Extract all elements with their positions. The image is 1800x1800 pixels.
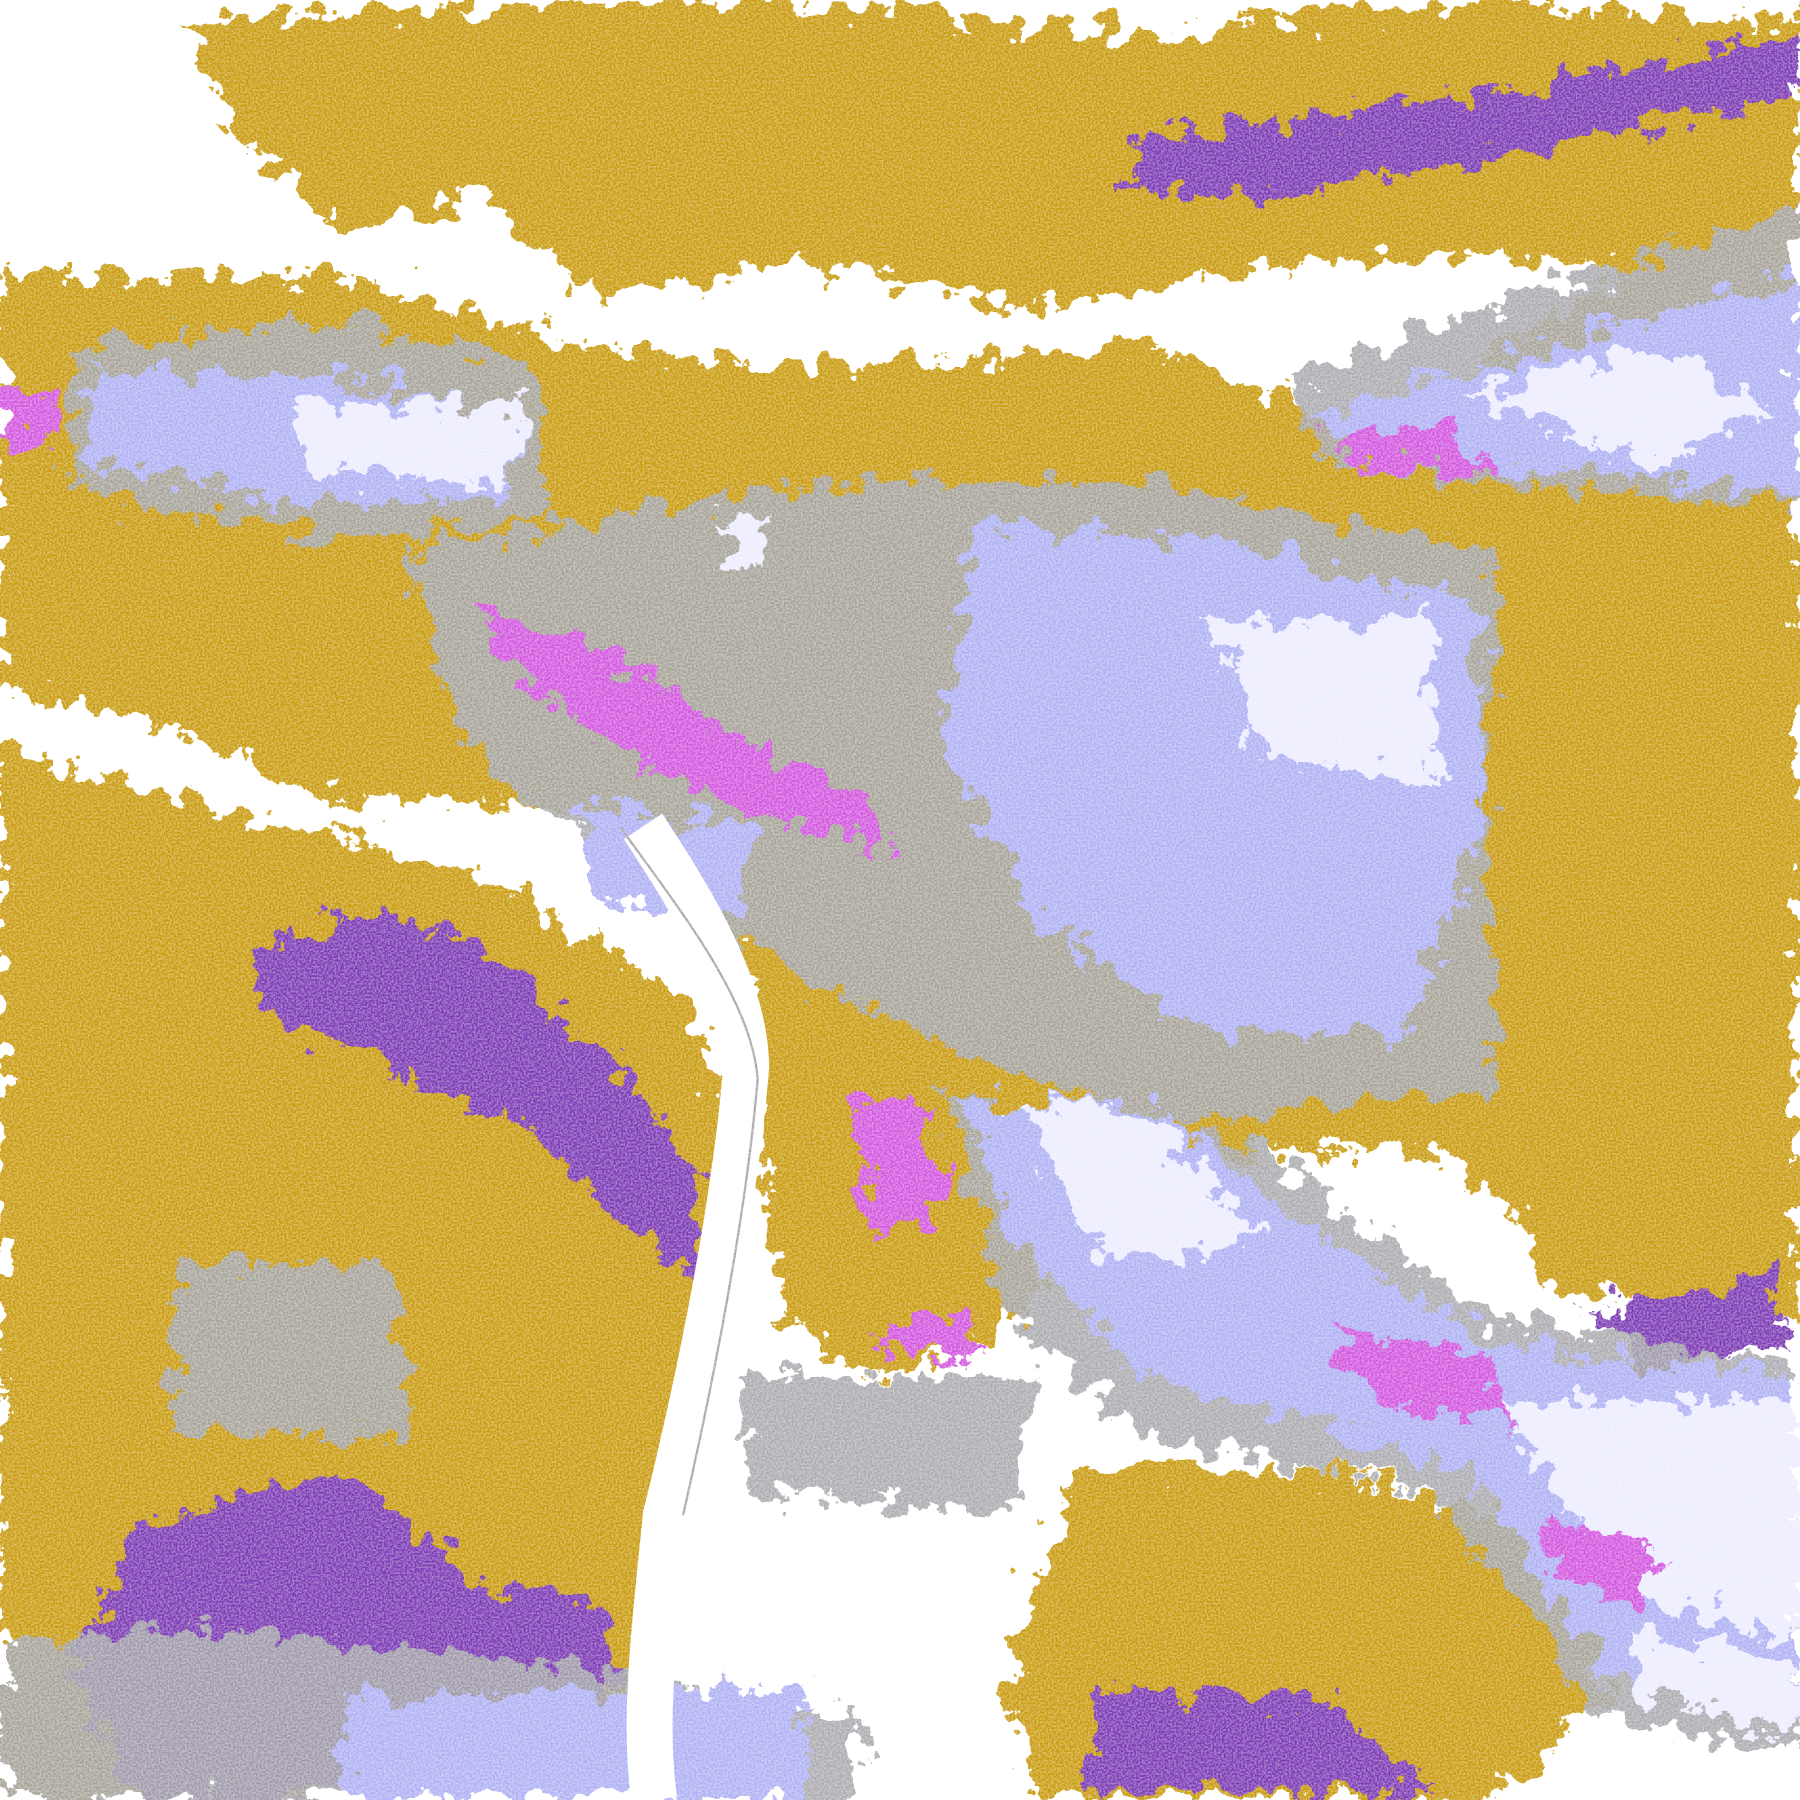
classified-satellite-map [0,0,1800,1800]
texture-speckle [0,0,1800,1800]
